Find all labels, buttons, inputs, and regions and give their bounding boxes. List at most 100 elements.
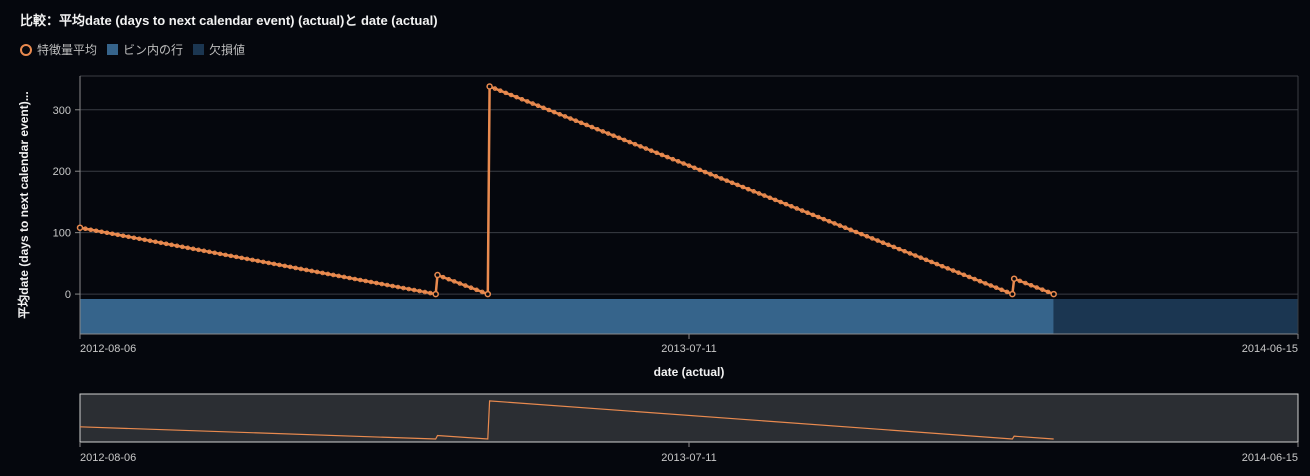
- data-point: [837, 223, 843, 228]
- data-point: [783, 201, 789, 207]
- legend-item-rows-in-bin[interactable]: ビン内の行: [107, 41, 183, 58]
- data-point: [304, 267, 309, 273]
- data-point: [1009, 290, 1016, 298]
- data-point: [961, 272, 967, 278]
- data-point: [451, 279, 457, 284]
- data-point: [411, 287, 417, 293]
- data-point: [816, 214, 821, 220]
- data-point: [562, 114, 568, 119]
- data-point: [1017, 278, 1023, 284]
- data-point: [988, 283, 994, 288]
- data-point: [115, 232, 121, 238]
- data-point: [417, 288, 422, 294]
- legend-item-feature-mean[interactable]: 特徴量平均: [20, 41, 97, 58]
- data-point: [250, 257, 255, 263]
- data-point: [99, 229, 104, 235]
- data-point: [314, 269, 320, 275]
- navigator-tick-label: 2014-06-15: [1242, 452, 1298, 464]
- data-point: [622, 137, 627, 143]
- data-point: [76, 224, 84, 231]
- data-point: [201, 248, 207, 254]
- data-point: [686, 163, 692, 168]
- data-point: [331, 272, 336, 278]
- data-point: [794, 206, 800, 211]
- data-point: [142, 237, 147, 243]
- data-point: [945, 266, 950, 271]
- data-point: [842, 225, 848, 231]
- data-point: [966, 274, 972, 280]
- data-point: [767, 195, 773, 201]
- data-point: [632, 141, 638, 147]
- y-tick-label: 300: [53, 105, 71, 117]
- data-point: [913, 253, 918, 258]
- data-point: [659, 152, 665, 158]
- data-point: [611, 133, 616, 138]
- data-point: [605, 131, 611, 136]
- legend-item-missing[interactable]: 欠損値: [193, 41, 245, 58]
- data-point: [778, 199, 783, 205]
- data-point: [875, 238, 880, 243]
- data-point: [395, 284, 401, 290]
- data-point: [158, 240, 164, 246]
- data-point: [379, 281, 385, 287]
- data-point: [474, 287, 479, 293]
- data-point: [869, 236, 875, 241]
- data-point: [864, 233, 870, 239]
- data-point: [880, 240, 886, 245]
- y-tick-label: 100: [53, 228, 71, 240]
- data-point: [298, 266, 304, 272]
- data-point: [1040, 287, 1045, 292]
- data-point: [446, 276, 451, 282]
- data-point: [1050, 290, 1057, 298]
- y-tick-label: 0: [65, 289, 71, 301]
- data-point: [1004, 289, 1010, 295]
- data-point: [595, 126, 600, 132]
- data-point: [457, 281, 463, 286]
- data-point: [428, 290, 433, 296]
- x-axis-title: date (actual): [654, 365, 725, 379]
- x-tick-label: 2014-06-15: [1242, 343, 1298, 355]
- data-point: [363, 278, 368, 284]
- data-point: [848, 227, 853, 233]
- data-point: [692, 165, 697, 171]
- data-point: [648, 148, 654, 153]
- main-plot-area[interactable]: 0 100 200 300 2012-08-06 2013-07-11 2014-06-15: [53, 75, 1299, 355]
- data-point: [934, 261, 940, 267]
- data-point: [88, 227, 94, 233]
- data-point: [902, 248, 907, 254]
- data-point: [600, 129, 606, 134]
- data-point: [341, 274, 347, 280]
- data-point: [498, 88, 503, 94]
- missing-values-bar: [1053, 298, 1298, 334]
- data-point: [519, 96, 525, 102]
- data-point: [228, 253, 234, 259]
- data-point: [287, 264, 293, 270]
- data-point: [535, 103, 541, 109]
- data-point: [357, 277, 363, 283]
- data-point: [271, 261, 277, 267]
- data-point: [950, 268, 956, 273]
- data-point: [147, 238, 153, 244]
- data-point: [309, 268, 315, 274]
- data-point: [233, 254, 239, 260]
- data-point: [174, 243, 180, 249]
- data-point: [1023, 280, 1028, 286]
- data-point: [266, 260, 271, 266]
- navigator-series-line: [79, 400, 1054, 440]
- data-point: [729, 180, 735, 186]
- data-point: [223, 252, 228, 258]
- data-point: [169, 242, 174, 248]
- data-point: [277, 262, 282, 268]
- chart-title: 比較：平均date (days to next calendar event) …: [20, 13, 438, 28]
- data-point: [826, 218, 832, 224]
- data-point: [762, 193, 767, 198]
- data-point: [1034, 285, 1040, 290]
- data-point: [463, 283, 468, 288]
- data-point: [929, 259, 934, 265]
- data-point: [896, 246, 902, 252]
- data-point: [1010, 275, 1018, 282]
- data-point: [751, 189, 756, 194]
- data-point: [352, 276, 358, 282]
- data-point: [180, 244, 185, 250]
- navigator-area[interactable]: 2012-08-06 2013-07-11 2014-06-15: [79, 393, 1299, 464]
